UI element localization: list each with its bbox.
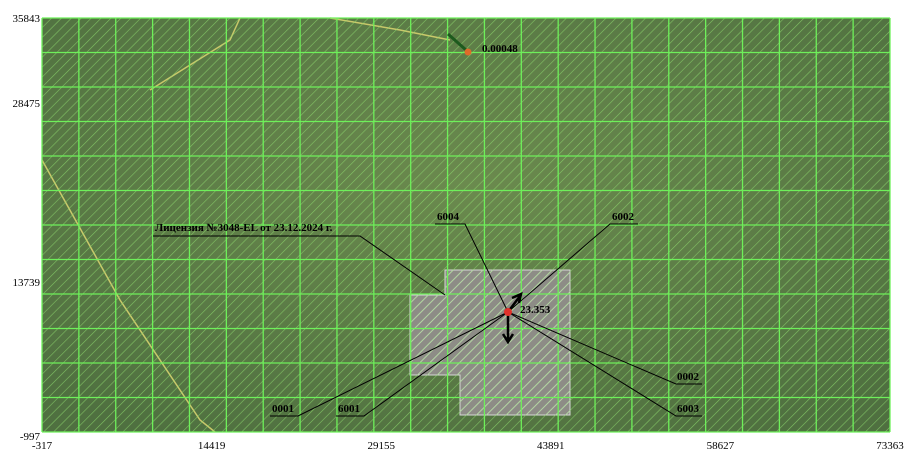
point-label: 6001 xyxy=(338,403,360,415)
value-label: 0.00048 xyxy=(482,43,518,55)
y-axis-label: 13739 xyxy=(13,277,41,289)
leader-line xyxy=(270,311,509,417)
leader-line xyxy=(435,223,509,313)
point-label: 6003 xyxy=(677,403,700,415)
source-point xyxy=(504,308,512,316)
axes: -317 14419 29155 43891 58627 73363 35843 28475 1… xyxy=(13,13,905,452)
leader-line xyxy=(153,235,446,296)
x-axis-label: 43891 xyxy=(537,440,565,452)
leader-line xyxy=(507,311,702,417)
direction-arrow xyxy=(501,312,515,345)
point-label: 0002 xyxy=(677,371,700,383)
leader-line xyxy=(507,311,702,385)
x-axis-label: -317 xyxy=(32,440,53,452)
y-axis-label: 35843 xyxy=(13,13,41,25)
x-axis-label: 58627 xyxy=(707,440,735,452)
x-axis-label: 73363 xyxy=(876,440,904,452)
license-label: Лицензия №3048-EL от 23.12.2024 г. xyxy=(155,222,333,234)
y-axis-label: 28475 xyxy=(13,98,41,110)
receptor-point xyxy=(464,48,472,56)
point-label: 6004 xyxy=(437,211,460,223)
grid xyxy=(41,17,891,433)
leader-line xyxy=(336,311,509,417)
value-label: 23.353 xyxy=(520,304,551,316)
leader-lines xyxy=(153,223,702,417)
x-axis-label: 29155 xyxy=(367,440,395,452)
point-label: 0001 xyxy=(272,403,294,415)
x-axis-label: 14419 xyxy=(198,440,226,452)
direction-arrow xyxy=(447,32,467,52)
point-label: 6002 xyxy=(612,211,635,223)
y-axis-label: -997 xyxy=(20,431,41,443)
leader-line xyxy=(507,223,638,313)
